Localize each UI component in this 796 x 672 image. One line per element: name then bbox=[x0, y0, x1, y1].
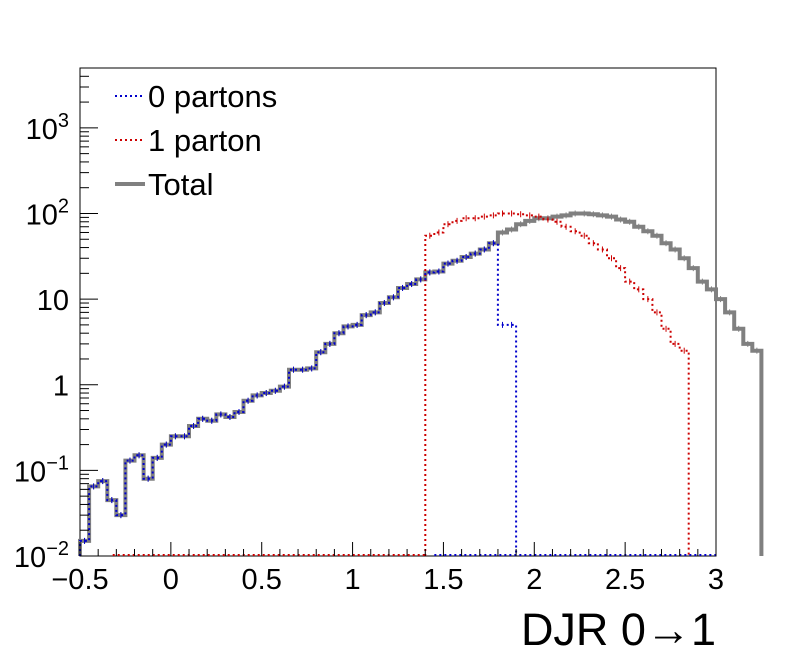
y-tick-label: 102 bbox=[26, 195, 69, 231]
x-axis-label: DJR 0→1 bbox=[521, 604, 716, 655]
y-tick-label: 10−2 bbox=[14, 538, 69, 574]
legend-label: Total bbox=[148, 167, 213, 202]
x-tick-label: 0.5 bbox=[242, 564, 282, 596]
x-tick-label: 2 bbox=[526, 564, 542, 596]
legend: 0 partons 1 parton Total bbox=[115, 79, 277, 202]
x-tick-label: 2.5 bbox=[605, 564, 645, 596]
legend-label: 0 partons bbox=[148, 79, 277, 114]
series-0-partons-line bbox=[79, 242, 518, 556]
x-tick-label: 1 bbox=[345, 564, 361, 596]
legend-label: 1 parton bbox=[148, 123, 262, 158]
y-tick-label: 10 bbox=[37, 285, 69, 317]
series-total-line bbox=[78, 211, 764, 556]
y-tick-label: 103 bbox=[26, 110, 69, 146]
x-tick-label: 1.5 bbox=[423, 564, 463, 596]
y-tick-label: 10−1 bbox=[14, 452, 69, 488]
series-layer bbox=[78, 210, 764, 556]
x-tick-label: −0.5 bbox=[51, 564, 108, 596]
x-tick-label: 3 bbox=[708, 564, 724, 596]
y-tick-label: 1 bbox=[53, 371, 69, 403]
x-tick-label: 0 bbox=[163, 564, 179, 596]
axis-layer: −0.5 0 0.5 1 1.5 2 2.5 3 10−2 10−1 1 10 102 103 bbox=[14, 67, 724, 596]
series-1-parton-line bbox=[424, 212, 690, 556]
